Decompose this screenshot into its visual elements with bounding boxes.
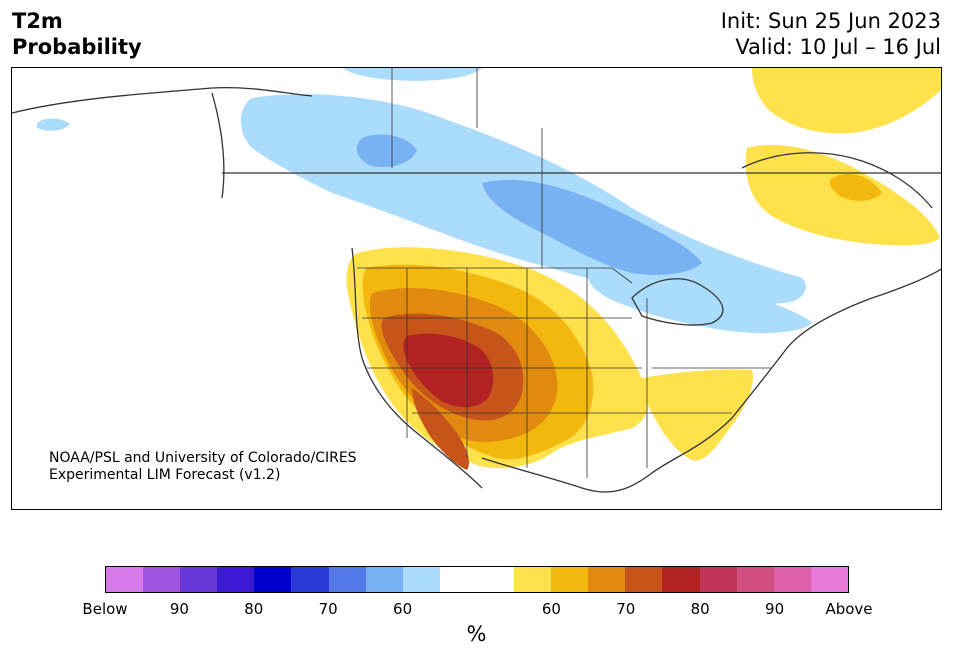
cool-region-north-rim [342,68,482,81]
colorbar-tick-label: 90 [169,600,189,618]
map-title: T2m Probability [12,8,142,60]
cool-core-hudson [356,134,417,168]
init-date: Init: Sun 25 Jun 2023 [720,9,941,33]
colorbar-segment [291,567,329,592]
cool-core-prairies [482,179,702,275]
colorbar-segment [514,567,552,592]
credit-line-1: NOAA/PSL and University of Colorado/CIRE… [49,450,357,466]
colorbar-ticks: Below 90 80 70 60 60 70 80 90 Above [82,600,872,620]
colorbar-tick-label: 90 [765,600,785,618]
border-lines [357,68,772,478]
warm-region-baja [412,388,469,470]
colorbar-tick-label: Below [82,600,128,618]
colorbar-segment [439,567,477,592]
credit-text: NOAA/PSL and University of Colorado/CIRE… [49,450,357,484]
colorbar-unit: % [466,622,487,646]
colorbar-segment [476,567,515,592]
colorbar-tick-label: 70 [616,600,636,618]
map-canvas [12,68,941,493]
colorbar-segment [551,567,589,592]
colorbar-segment [810,567,848,592]
colorbar-segment [143,567,181,592]
title-line-2: Probability [12,35,142,59]
colorbar-segment [662,567,700,592]
colorbar-tick-label: 80 [244,600,264,618]
colorbar-segment [402,567,440,592]
warm-region-arctic-east [752,68,941,134]
credit-line-2: Experimental LIM Forecast (v1.2) [49,467,281,483]
warm-region-southeast-60 [641,369,753,461]
colorbar-segment [699,567,737,592]
colorbar-tick-label: 80 [690,600,710,618]
valid-date: Valid: 10 Jul – 16 Jul [735,35,941,59]
colorbar-segment [254,567,292,592]
forecast-map [11,67,942,510]
colorbar-segment [217,567,255,592]
date-info: Init: Sun 25 Jun 2023 Valid: 10 Jul – 16… [721,8,941,60]
coastlines [12,87,941,493]
colorbar-segment [328,567,366,592]
warm-core-labrador [829,173,882,201]
colorbar-segment [773,567,811,592]
colorbar-tick-label: 60 [541,600,561,618]
colorbar-segment [588,567,626,592]
title-line-1: T2m [12,9,63,33]
colorbar-tick-label: 60 [393,600,413,618]
colorbar-tick-label: 70 [318,600,338,618]
cool-region-alaska [37,118,70,131]
colorbar-segment [180,567,218,592]
warm-region-west-80 [403,333,494,408]
colorbar-segment [625,567,663,592]
colorbar-segment [365,567,403,592]
colorbar [105,566,849,593]
colorbar-segment [736,567,774,592]
colorbar-segment [106,567,144,592]
colorbar-tick-label: Above [825,600,873,618]
cool-region-great-lakes [588,266,812,334]
